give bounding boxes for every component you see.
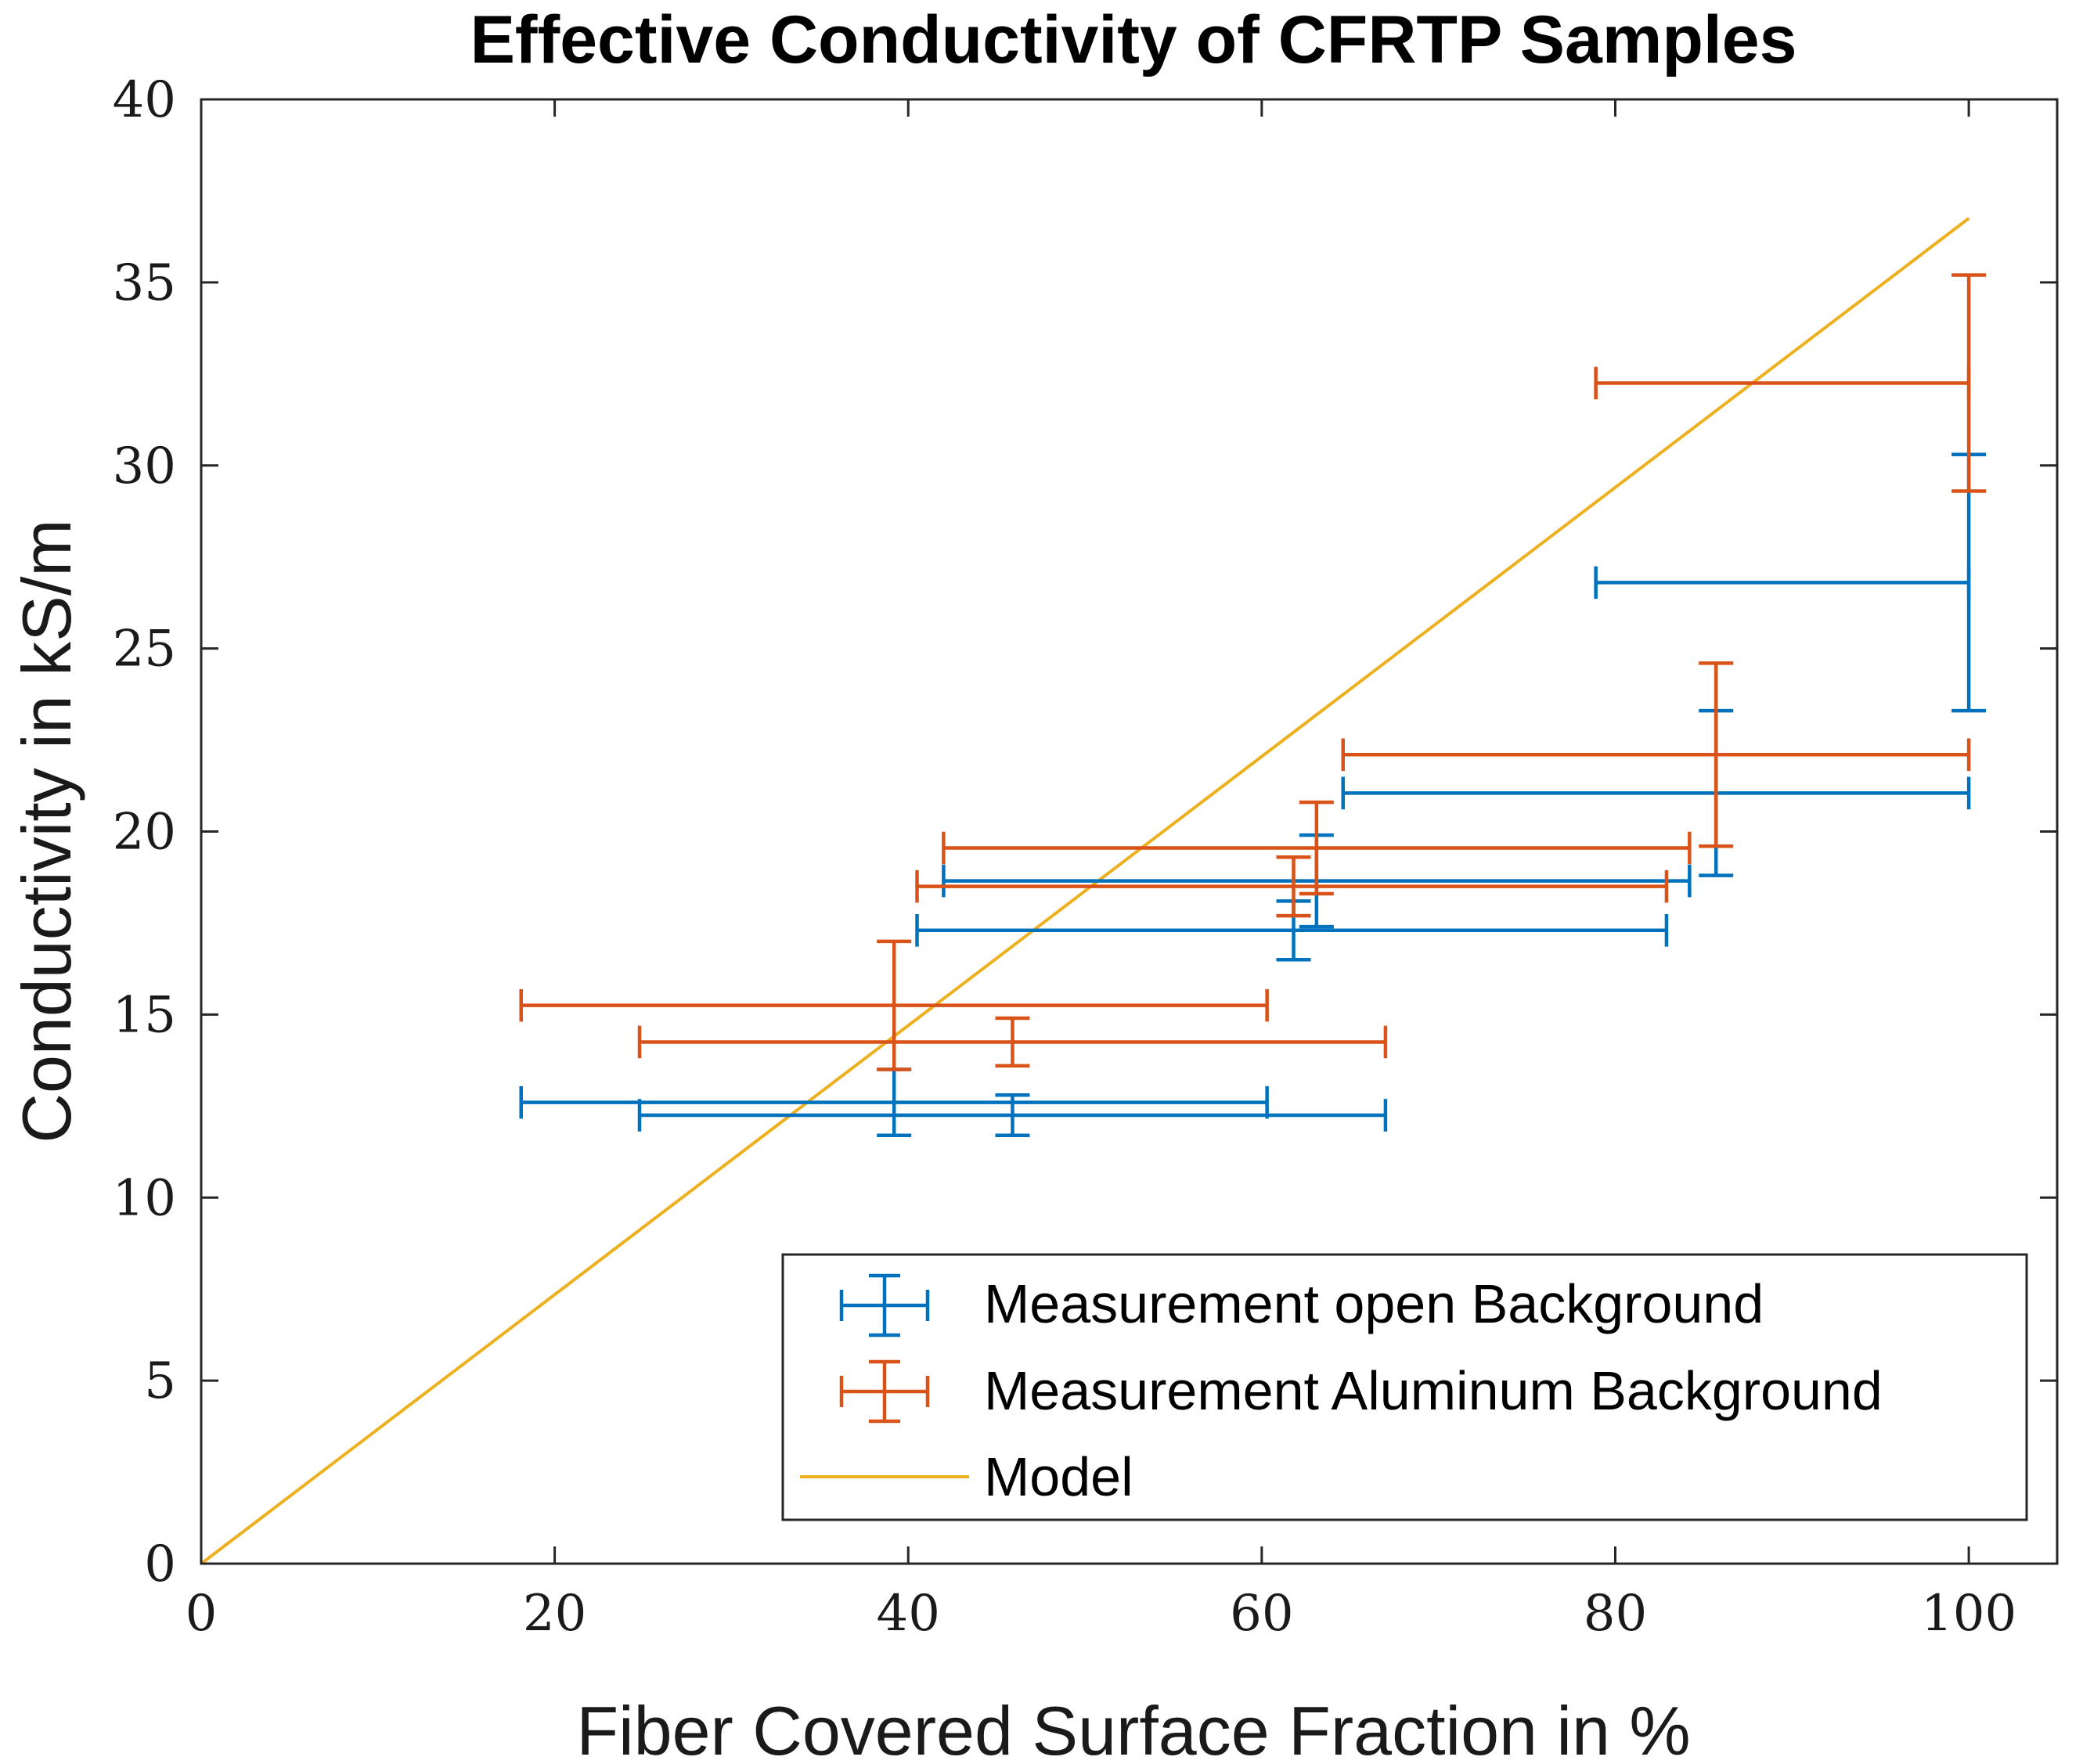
x-tick-label: 20: [523, 1585, 586, 1643]
x-axis-label: Fiber Covered Surface Fraction in %: [576, 1692, 1690, 1764]
legend-symbol-open: [839, 1273, 930, 1337]
x-tick-label: 0: [186, 1585, 218, 1643]
y-tick-label: 25: [113, 621, 176, 679]
x-tick-label: 60: [1230, 1585, 1293, 1643]
x-axis-ticks: 0 20 40 60 80 100: [186, 99, 2016, 1643]
errorbar-aluminum: [519, 939, 1269, 1071]
legend-entry-aluminum-background: Measurement Aluminum Background: [984, 1360, 1883, 1421]
model-line: [200, 217, 1970, 1565]
model-layer: [200, 217, 1970, 1565]
y-tick-label: 20: [113, 804, 176, 862]
x-tick-label: 40: [877, 1585, 940, 1643]
y-axis-ticks: 0 5 10 15 20 25 30 35 40: [113, 71, 2057, 1593]
legend-box: [781, 1253, 2028, 1521]
plot-area: [200, 217, 1987, 1565]
errorbar-open: [1594, 452, 1987, 713]
y-tick-label: 30: [113, 437, 176, 495]
y-tick-label: 0: [144, 1535, 176, 1593]
y-tick-label: 15: [113, 986, 176, 1044]
errorbar-layer: [519, 273, 1987, 1137]
y-tick-label: 35: [113, 254, 176, 312]
errorbar-aluminum: [942, 800, 1692, 896]
legend-entry-model: Model: [984, 1446, 1133, 1507]
y-axis-label: Conductivity in kS/m: [8, 519, 85, 1143]
errorbar-aluminum: [637, 1016, 1388, 1068]
errorbar-aluminum: [1341, 661, 1971, 848]
y-tick-label: 5: [144, 1352, 176, 1410]
y-tick-label: 40: [113, 71, 176, 129]
chart-title: Effective Conductivity of CFRTP Samples: [470, 2, 1797, 77]
y-tick-label: 10: [113, 1169, 176, 1227]
errorbar-aluminum: [915, 855, 1669, 918]
legend-symbol-aluminum: [839, 1359, 930, 1424]
legend-entry-open-background: Measurement open Background: [984, 1273, 1764, 1334]
legend-symbols: [800, 1273, 969, 1478]
legend: Measurement open Background Measurement …: [781, 1253, 2028, 1521]
errorbar-open: [637, 1093, 1388, 1137]
x-tick-label: 100: [1921, 1585, 2016, 1643]
axes-box: [200, 98, 2059, 1565]
x-tick-label: 80: [1584, 1585, 1647, 1643]
errorbar-aluminum: [1594, 273, 1987, 493]
